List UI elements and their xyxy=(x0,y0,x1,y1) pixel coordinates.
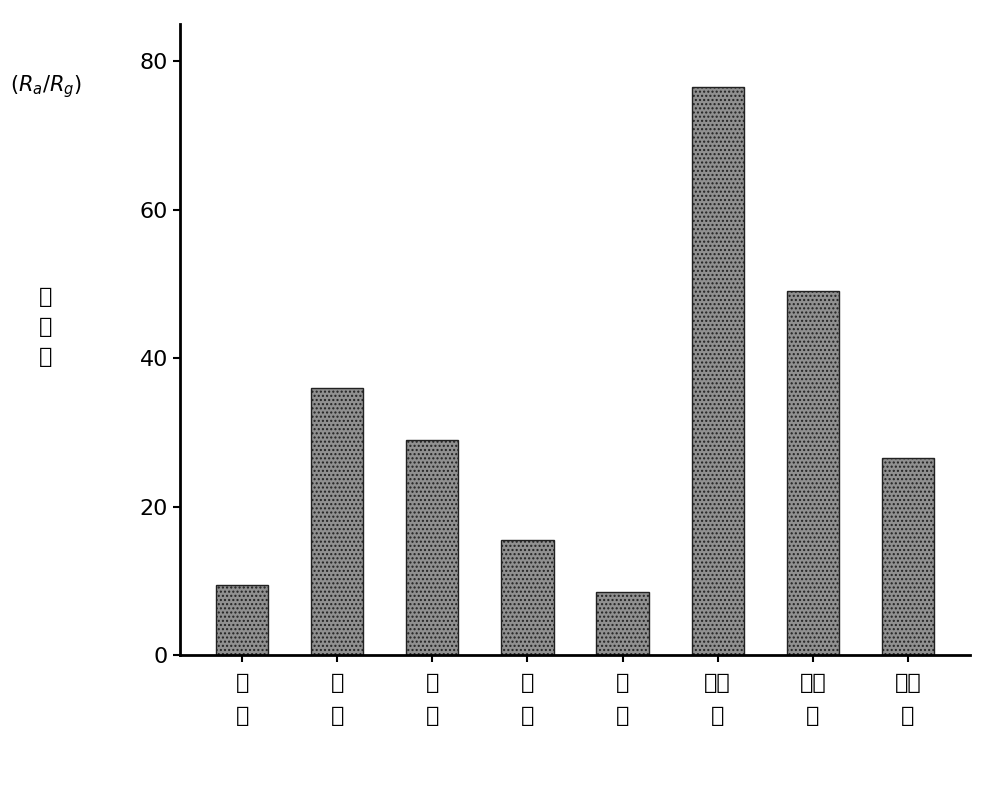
Text: $(R_a/R_g)$: $(R_a/R_g)$ xyxy=(10,74,82,101)
Bar xyxy=(501,540,554,655)
Bar xyxy=(311,388,363,655)
Bar xyxy=(216,585,268,655)
Text: 响
应
值: 响 应 值 xyxy=(39,288,52,367)
Bar xyxy=(406,439,458,655)
Bar xyxy=(882,459,934,655)
Bar xyxy=(787,292,839,655)
Bar xyxy=(692,87,744,655)
Bar xyxy=(596,592,649,655)
